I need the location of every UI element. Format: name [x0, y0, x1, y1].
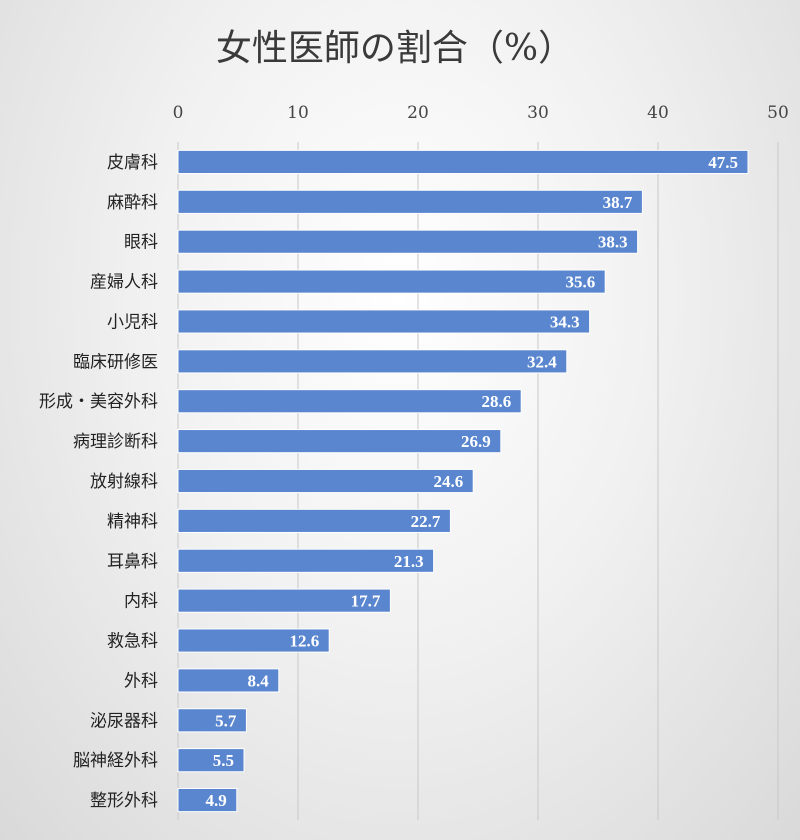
category-label: 産婦人科: [90, 273, 158, 293]
chart-title: 女性医師の割合（%）: [216, 28, 574, 69]
category-label: 形成・美容外科: [39, 392, 158, 412]
data-label: 28.6: [481, 392, 511, 411]
bar: [177, 189, 643, 214]
category-label: 泌尿器科: [90, 711, 158, 731]
category-label: 麻酔科: [107, 193, 158, 213]
category-label: 眼科: [124, 233, 158, 253]
data-label: 32.4: [527, 352, 557, 371]
x-tick-label: 20: [407, 103, 429, 123]
category-label: 小児科: [107, 312, 158, 332]
bars: [177, 149, 749, 813]
data-labels: 47.5 38.7 38.3 35.6 34.3 32.4 28.6 26.9 24.6 22.7…: [206, 153, 738, 810]
bar: [177, 349, 568, 374]
data-label: 38.7: [603, 193, 633, 212]
bar: [177, 708, 247, 733]
data-label: 5.7: [215, 711, 237, 730]
bar: [177, 628, 330, 653]
bar: [177, 269, 606, 294]
x-tick-label: 30: [527, 103, 549, 123]
data-label: 5.5: [213, 751, 234, 770]
category-label: 耳鼻科: [107, 552, 158, 572]
data-label: 35.6: [565, 273, 595, 292]
data-label: 17.7: [351, 592, 381, 611]
category-label: 内科: [124, 592, 158, 612]
bar: [177, 229, 639, 254]
bar: [177, 149, 749, 175]
data-label: 4.9: [206, 791, 227, 810]
data-label: 8.4: [248, 671, 270, 690]
bar: [177, 429, 502, 454]
category-label: 放射線科: [90, 472, 158, 492]
bar: [177, 468, 474, 494]
category-label: 病理診断科: [73, 432, 158, 452]
category-label: 整形外科: [90, 791, 158, 811]
category-label: 精神科: [107, 512, 158, 532]
category-label: 脳神経外科: [73, 751, 158, 771]
category-label: 臨床研修医: [73, 352, 158, 372]
data-label: 22.7: [411, 512, 441, 531]
x-axis-ticks: 0 10 20 30 40 50: [173, 103, 789, 123]
bar: [177, 389, 522, 414]
x-tick-label: 40: [647, 103, 669, 123]
data-label: 47.5: [708, 153, 738, 172]
data-label: 38.3: [598, 233, 628, 252]
bar: [177, 748, 245, 773]
data-label: 21.3: [394, 552, 424, 571]
x-tick-label: 0: [173, 103, 184, 123]
data-label: 34.3: [550, 312, 580, 331]
category-label: 外科: [124, 671, 158, 691]
bar: [177, 588, 391, 613]
category-label: 救急科: [107, 632, 158, 652]
x-tick-label: 10: [287, 103, 309, 123]
bar: [177, 508, 451, 533]
bar: [177, 548, 435, 573]
category-labels: 皮膚科麻酔科眼科産婦人科小児科臨床研修医形成・美容外科病理診断科放射線科精神科耳…: [39, 153, 158, 811]
data-label: 12.6: [289, 632, 319, 651]
category-label: 皮膚科: [107, 153, 158, 173]
x-tick-label: 50: [767, 103, 789, 123]
data-label: 24.6: [433, 472, 463, 491]
data-label: 26.9: [461, 432, 491, 451]
bar: [177, 787, 238, 813]
bar: [177, 668, 280, 693]
bar: [177, 309, 591, 334]
